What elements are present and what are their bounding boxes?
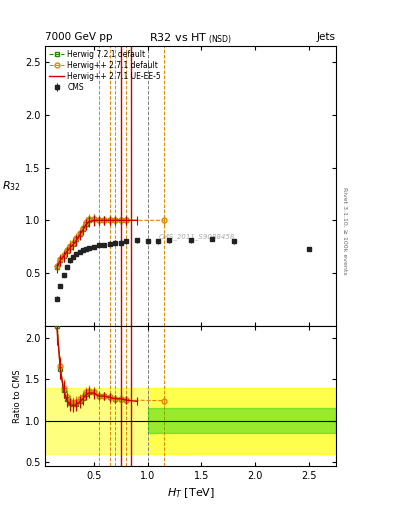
Herwig++ 2.7.1 UE-EE-5	[64, 249, 69, 255]
Herwig++ 2.7.1 default	[124, 217, 129, 223]
Herwig 7.2.1 default	[61, 253, 66, 260]
Herwig++ 2.7.1 default	[55, 263, 59, 269]
Herwig++ 2.7.1 UE-EE-5	[118, 217, 123, 223]
Y-axis label: Ratio to CMS: Ratio to CMS	[13, 369, 22, 423]
Herwig 7.2.1 default	[77, 231, 82, 237]
Herwig++ 2.7.1 UE-EE-5	[81, 227, 85, 233]
Herwig++ 2.7.1 default	[107, 217, 112, 223]
Line: Herwig++ 2.7.1 UE-EE-5: Herwig++ 2.7.1 UE-EE-5	[57, 220, 137, 268]
Herwig 7.2.1 default	[68, 244, 72, 250]
Y-axis label: $R_{32}$: $R_{32}$	[2, 179, 20, 193]
Herwig++ 2.7.1 UE-EE-5	[124, 217, 129, 223]
Herwig++ 2.7.1 UE-EE-5	[61, 253, 66, 260]
Herwig++ 2.7.1 UE-EE-5	[134, 217, 139, 223]
Herwig++ 2.7.1 default	[118, 217, 123, 223]
Title: R32 vs HT$\mathregular{_{\ (NSD)}}$: R32 vs HT$\mathregular{_{\ (NSD)}}$	[149, 32, 232, 46]
Herwig++ 2.7.1 default	[77, 230, 82, 236]
Herwig 7.2.1 default	[74, 237, 79, 243]
Herwig 7.2.1 default	[55, 264, 59, 270]
Herwig++ 2.7.1 default	[58, 257, 62, 263]
Herwig++ 2.7.1 default	[71, 240, 75, 246]
Herwig++ 2.7.1 UE-EE-5	[58, 258, 62, 264]
Herwig 7.2.1 default	[113, 217, 118, 223]
Herwig++ 2.7.1 default	[81, 225, 85, 231]
Line: Herwig 7.2.1 default: Herwig 7.2.1 default	[55, 217, 129, 269]
Herwig++ 2.7.1 UE-EE-5	[87, 218, 92, 224]
Herwig 7.2.1 default	[118, 217, 123, 223]
Herwig++ 2.7.1 default	[74, 235, 79, 241]
Herwig++ 2.7.1 default	[61, 252, 66, 258]
Herwig++ 2.7.1 UE-EE-5	[71, 242, 75, 248]
Herwig++ 2.7.1 UE-EE-5	[107, 217, 112, 223]
Herwig 7.2.1 default	[107, 217, 112, 223]
Legend: Herwig 7.2.1 default, Herwig++ 2.7.1 default, Herwig++ 2.7.1 UE-EE-5, CMS: Herwig 7.2.1 default, Herwig++ 2.7.1 def…	[48, 48, 163, 93]
Text: CMS_2011_S9088458: CMS_2011_S9088458	[158, 233, 235, 240]
Bar	[45, 388, 336, 454]
Herwig++ 2.7.1 default	[91, 216, 96, 222]
Herwig 7.2.1 default	[124, 217, 129, 223]
X-axis label: $H_T$ [TeV]: $H_T$ [TeV]	[167, 486, 215, 500]
Herwig 7.2.1 default	[91, 216, 96, 222]
Herwig++ 2.7.1 default	[113, 217, 118, 223]
Herwig 7.2.1 default	[84, 221, 88, 227]
Text: 7000 GeV pp: 7000 GeV pp	[45, 32, 113, 42]
Herwig 7.2.1 default	[97, 217, 101, 223]
Herwig++ 2.7.1 default	[64, 247, 69, 253]
Herwig 7.2.1 default	[81, 226, 85, 232]
Text: Jets: Jets	[317, 32, 336, 42]
Herwig++ 2.7.1 default	[87, 216, 92, 222]
Text: Rivet 3.1.10, ≥ 100k events: Rivet 3.1.10, ≥ 100k events	[343, 186, 348, 274]
Herwig++ 2.7.1 default	[102, 217, 107, 223]
Herwig++ 2.7.1 UE-EE-5	[102, 217, 107, 223]
Herwig 7.2.1 default	[71, 241, 75, 247]
Herwig++ 2.7.1 UE-EE-5	[55, 265, 59, 271]
Herwig++ 2.7.1 default	[68, 243, 72, 249]
Herwig++ 2.7.1 UE-EE-5	[97, 217, 101, 223]
Herwig 7.2.1 default	[102, 217, 107, 223]
Herwig++ 2.7.1 default	[161, 217, 166, 223]
Herwig++ 2.7.1 default	[84, 220, 88, 226]
Herwig++ 2.7.1 UE-EE-5	[84, 222, 88, 228]
Herwig 7.2.1 default	[87, 217, 92, 223]
Herwig 7.2.1 default	[64, 248, 69, 254]
Herwig 7.2.1 default	[58, 258, 62, 264]
Herwig++ 2.7.1 UE-EE-5	[91, 217, 96, 223]
Herwig++ 2.7.1 UE-EE-5	[113, 217, 118, 223]
Herwig++ 2.7.1 UE-EE-5	[68, 245, 72, 251]
Herwig++ 2.7.1 UE-EE-5	[77, 232, 82, 238]
Line: Herwig++ 2.7.1 default: Herwig++ 2.7.1 default	[55, 217, 166, 268]
Herwig++ 2.7.1 UE-EE-5	[74, 238, 79, 244]
Herwig++ 2.7.1 default	[97, 217, 101, 223]
